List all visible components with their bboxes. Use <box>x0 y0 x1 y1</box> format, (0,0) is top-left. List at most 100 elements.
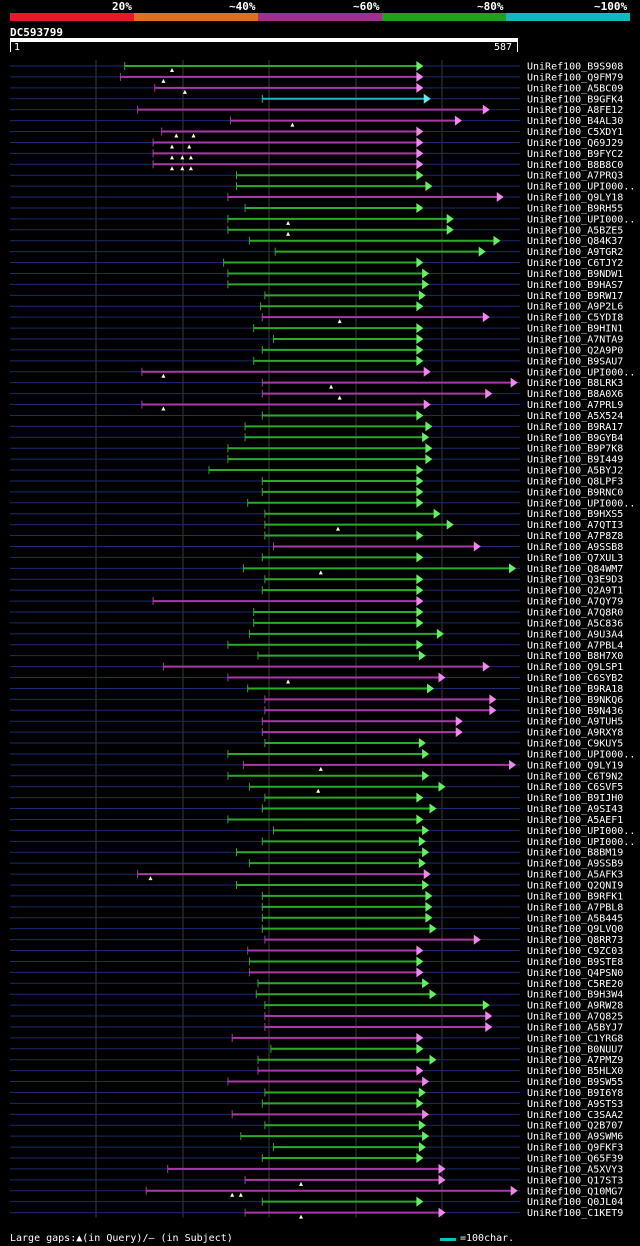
hit-name-link[interactable]: UniRef100_B9RNC0 <box>527 487 623 498</box>
hit-name-link[interactable]: UniRef100_Q8LPF3 <box>527 476 623 487</box>
hit-name-link[interactable]: UniRef100_UPI000.. <box>527 837 635 848</box>
hit-name-link[interactable]: UniRef100_B9RA17 <box>527 422 623 433</box>
hit-name-link[interactable]: UniRef100_A5BZE5 <box>527 225 623 236</box>
hit-name-link[interactable]: UniRef100_C6SYB2 <box>527 673 623 684</box>
hit-name-link[interactable]: UniRef100_B9NDW1 <box>527 269 623 280</box>
hit-name-link[interactable]: UniRef100_A5AEF1 <box>527 815 623 826</box>
hit-name-link[interactable]: UniRef100_UPI000.. <box>527 214 635 225</box>
hit-name-link[interactable]: UniRef100_A7QY79 <box>527 597 623 608</box>
hit-name-link[interactable]: UniRef100_A5AFK3 <box>527 870 623 881</box>
hit-name-link[interactable]: UniRef100_Q3E9D3 <box>527 575 623 586</box>
hit-name-link[interactable]: UniRef100_Q65F39 <box>527 1154 623 1165</box>
hit-name-link[interactable]: UniRef100_B4AL30 <box>527 116 623 127</box>
hit-name-link[interactable]: UniRef100_B8LRK3 <box>527 378 623 389</box>
hit-name-link[interactable]: UniRef100_A9RW28 <box>527 1001 623 1012</box>
hit-name-link[interactable]: UniRef100_Q7XUL3 <box>527 553 623 564</box>
hit-name-link[interactable]: UniRef100_B9RA18 <box>527 684 623 695</box>
hit-name-link[interactable]: UniRef100_B8B8C0 <box>527 160 623 171</box>
hit-name-link[interactable]: UniRef100_C3SAA2 <box>527 1110 623 1121</box>
hit-name-link[interactable]: UniRef100_Q8RR73 <box>527 935 623 946</box>
hit-name-link[interactable]: UniRef100_B9GFK4 <box>527 94 623 105</box>
hit-name-link[interactable]: UniRef100_A7QTI3 <box>527 520 623 531</box>
hit-name-link[interactable]: UniRef100_UPI000.. <box>527 367 635 378</box>
hit-name-link[interactable]: UniRef100_A8FE12 <box>527 105 623 116</box>
hit-name-link[interactable]: UniRef100_UPI000.. <box>527 826 635 837</box>
hit-name-link[interactable]: UniRef100_B9SW55 <box>527 1077 623 1088</box>
hit-name-link[interactable]: UniRef100_B9HXS5 <box>527 509 623 520</box>
hit-name-link[interactable]: UniRef100_A7P8Z8 <box>527 531 623 542</box>
hit-name-link[interactable]: UniRef100_A7Q825 <box>527 1012 623 1023</box>
hit-name-link[interactable]: UniRef100_B9HAS7 <box>527 280 623 291</box>
hit-name-link[interactable]: UniRef100_B9I449 <box>527 455 623 466</box>
hit-name-link[interactable]: UniRef100_Q2B707 <box>527 1121 623 1132</box>
hit-name-link[interactable]: UniRef100_A5BYJ7 <box>527 1022 623 1033</box>
hit-name-link[interactable]: UniRef100_A7PRL9 <box>527 400 623 411</box>
hit-name-link[interactable]: UniRef100_A5XVY3 <box>527 1164 623 1175</box>
hit-name-link[interactable]: UniRef100_C6T9N2 <box>527 771 623 782</box>
hit-name-link[interactable]: UniRef100_C1YRG8 <box>527 1033 623 1044</box>
hit-name-link[interactable]: UniRef100_A9U3A4 <box>527 629 623 640</box>
hit-name-link[interactable]: UniRef100_C5YDI8 <box>527 313 623 324</box>
hit-name-link[interactable]: UniRef100_A9TGR2 <box>527 247 623 258</box>
hit-name-link[interactable]: UniRef100_B9RFK1 <box>527 891 623 902</box>
hit-name-link[interactable]: UniRef100_Q9LY18 <box>527 193 623 204</box>
hit-name-link[interactable]: UniRef100_UPI000.. <box>527 182 635 193</box>
hit-name-link[interactable]: UniRef100_B9SAU7 <box>527 356 623 367</box>
hit-name-link[interactable]: UniRef100_Q84WM7 <box>527 564 623 575</box>
hit-name-link[interactable]: UniRef100_A9RXY8 <box>527 728 623 739</box>
hit-name-link[interactable]: UniRef100_B9H3W4 <box>527 990 623 1001</box>
hit-name-link[interactable]: UniRef100_A7Q8R0 <box>527 608 623 619</box>
hit-name-link[interactable]: UniRef100_A7PMZ9 <box>527 1055 623 1066</box>
hit-name-link[interactable]: UniRef100_A5BYJ2 <box>527 466 623 477</box>
hit-name-link[interactable]: UniRef100_A7PRQ3 <box>527 171 623 182</box>
hit-name-link[interactable]: UniRef100_A7PBL4 <box>527 640 623 651</box>
hit-name-link[interactable]: UniRef100_C1KET9 <box>527 1208 623 1219</box>
hit-name-link[interactable]: UniRef100_C9KUY5 <box>527 739 623 750</box>
hit-name-link[interactable]: UniRef100_A5X524 <box>527 411 623 422</box>
hit-name-link[interactable]: UniRef100_Q9FKF3 <box>527 1143 623 1154</box>
hit-name-link[interactable]: UniRef100_A9STS3 <box>527 1099 623 1110</box>
hit-name-link[interactable]: UniRef100_A5B445 <box>527 913 623 924</box>
hit-name-link[interactable]: UniRef100_B9IJH0 <box>527 793 623 804</box>
hit-name-link[interactable]: UniRef100_A9SWM6 <box>527 1132 623 1143</box>
hit-name-link[interactable]: UniRef100_B9S908 <box>527 62 623 73</box>
hit-name-link[interactable]: UniRef100_Q84K37 <box>527 236 623 247</box>
hit-name-link[interactable]: UniRef100_Q17ST3 <box>527 1175 623 1186</box>
hit-name-link[interactable]: UniRef100_B9NKQ6 <box>527 695 623 706</box>
hit-name-link[interactable]: UniRef100_Q2QNI9 <box>527 881 623 892</box>
hit-name-link[interactable]: UniRef100_B8H7X0 <box>527 651 623 662</box>
hit-name-link[interactable]: UniRef100_A9P2L6 <box>527 302 623 313</box>
hit-name-link[interactable]: UniRef100_A9SI43 <box>527 804 623 815</box>
hit-name-link[interactable]: UniRef100_Q69J29 <box>527 138 623 149</box>
hit-name-link[interactable]: UniRef100_A9SSB9 <box>527 859 623 870</box>
hit-name-link[interactable]: UniRef100_A7NTA9 <box>527 335 623 346</box>
hit-name-link[interactable]: UniRef100_Q4PSN0 <box>527 968 623 979</box>
hit-name-link[interactable]: UniRef100_UPI000.. <box>527 498 635 509</box>
hit-name-link[interactable]: UniRef100_C6TJY2 <box>527 258 623 269</box>
hit-name-link[interactable]: UniRef100_B9HIN1 <box>527 324 623 335</box>
hit-name-link[interactable]: UniRef100_B8BM19 <box>527 848 623 859</box>
hit-name-link[interactable]: UniRef100_Q10MG7 <box>527 1186 623 1197</box>
hit-name-link[interactable]: UniRef100_A5BC09 <box>527 83 623 94</box>
hit-name-link[interactable]: UniRef100_C5XDY1 <box>527 127 623 138</box>
hit-name-link[interactable]: UniRef100_C6SVF5 <box>527 782 623 793</box>
hit-name-link[interactable]: UniRef100_C9ZC03 <box>527 946 623 957</box>
hit-name-link[interactable]: UniRef100_Q2A9P0 <box>527 345 623 356</box>
hit-name-link[interactable]: UniRef100_B8A0X6 <box>527 389 623 400</box>
hit-name-link[interactable]: UniRef100_B9N436 <box>527 706 623 717</box>
hit-name-link[interactable]: UniRef100_A9TUH5 <box>527 717 623 728</box>
hit-name-link[interactable]: UniRef100_C5RE20 <box>527 979 623 990</box>
hit-name-link[interactable]: UniRef100_A7PBL8 <box>527 902 623 913</box>
hit-name-link[interactable]: UniRef100_Q9LSP1 <box>527 662 623 673</box>
hit-name-link[interactable]: UniRef100_A5C836 <box>527 618 623 629</box>
hit-name-link[interactable]: UniRef100_B5HLX0 <box>527 1066 623 1077</box>
hit-name-link[interactable]: UniRef100_B9FYC2 <box>527 149 623 160</box>
hit-name-link[interactable]: UniRef100_Q9LVQ0 <box>527 924 623 935</box>
hit-name-link[interactable]: UniRef100_B9RW17 <box>527 291 623 302</box>
hit-name-link[interactable]: UniRef100_Q0JL04 <box>527 1197 623 1208</box>
hit-name-link[interactable]: UniRef100_Q9FM79 <box>527 72 623 83</box>
hit-name-link[interactable]: UniRef100_Q2A9T1 <box>527 586 623 597</box>
hit-name-link[interactable]: UniRef100_B9GYB4 <box>527 433 623 444</box>
hit-name-link[interactable]: UniRef100_B9I6Y8 <box>527 1088 623 1099</box>
hit-name-link[interactable]: UniRef100_B0NUU7 <box>527 1044 623 1055</box>
